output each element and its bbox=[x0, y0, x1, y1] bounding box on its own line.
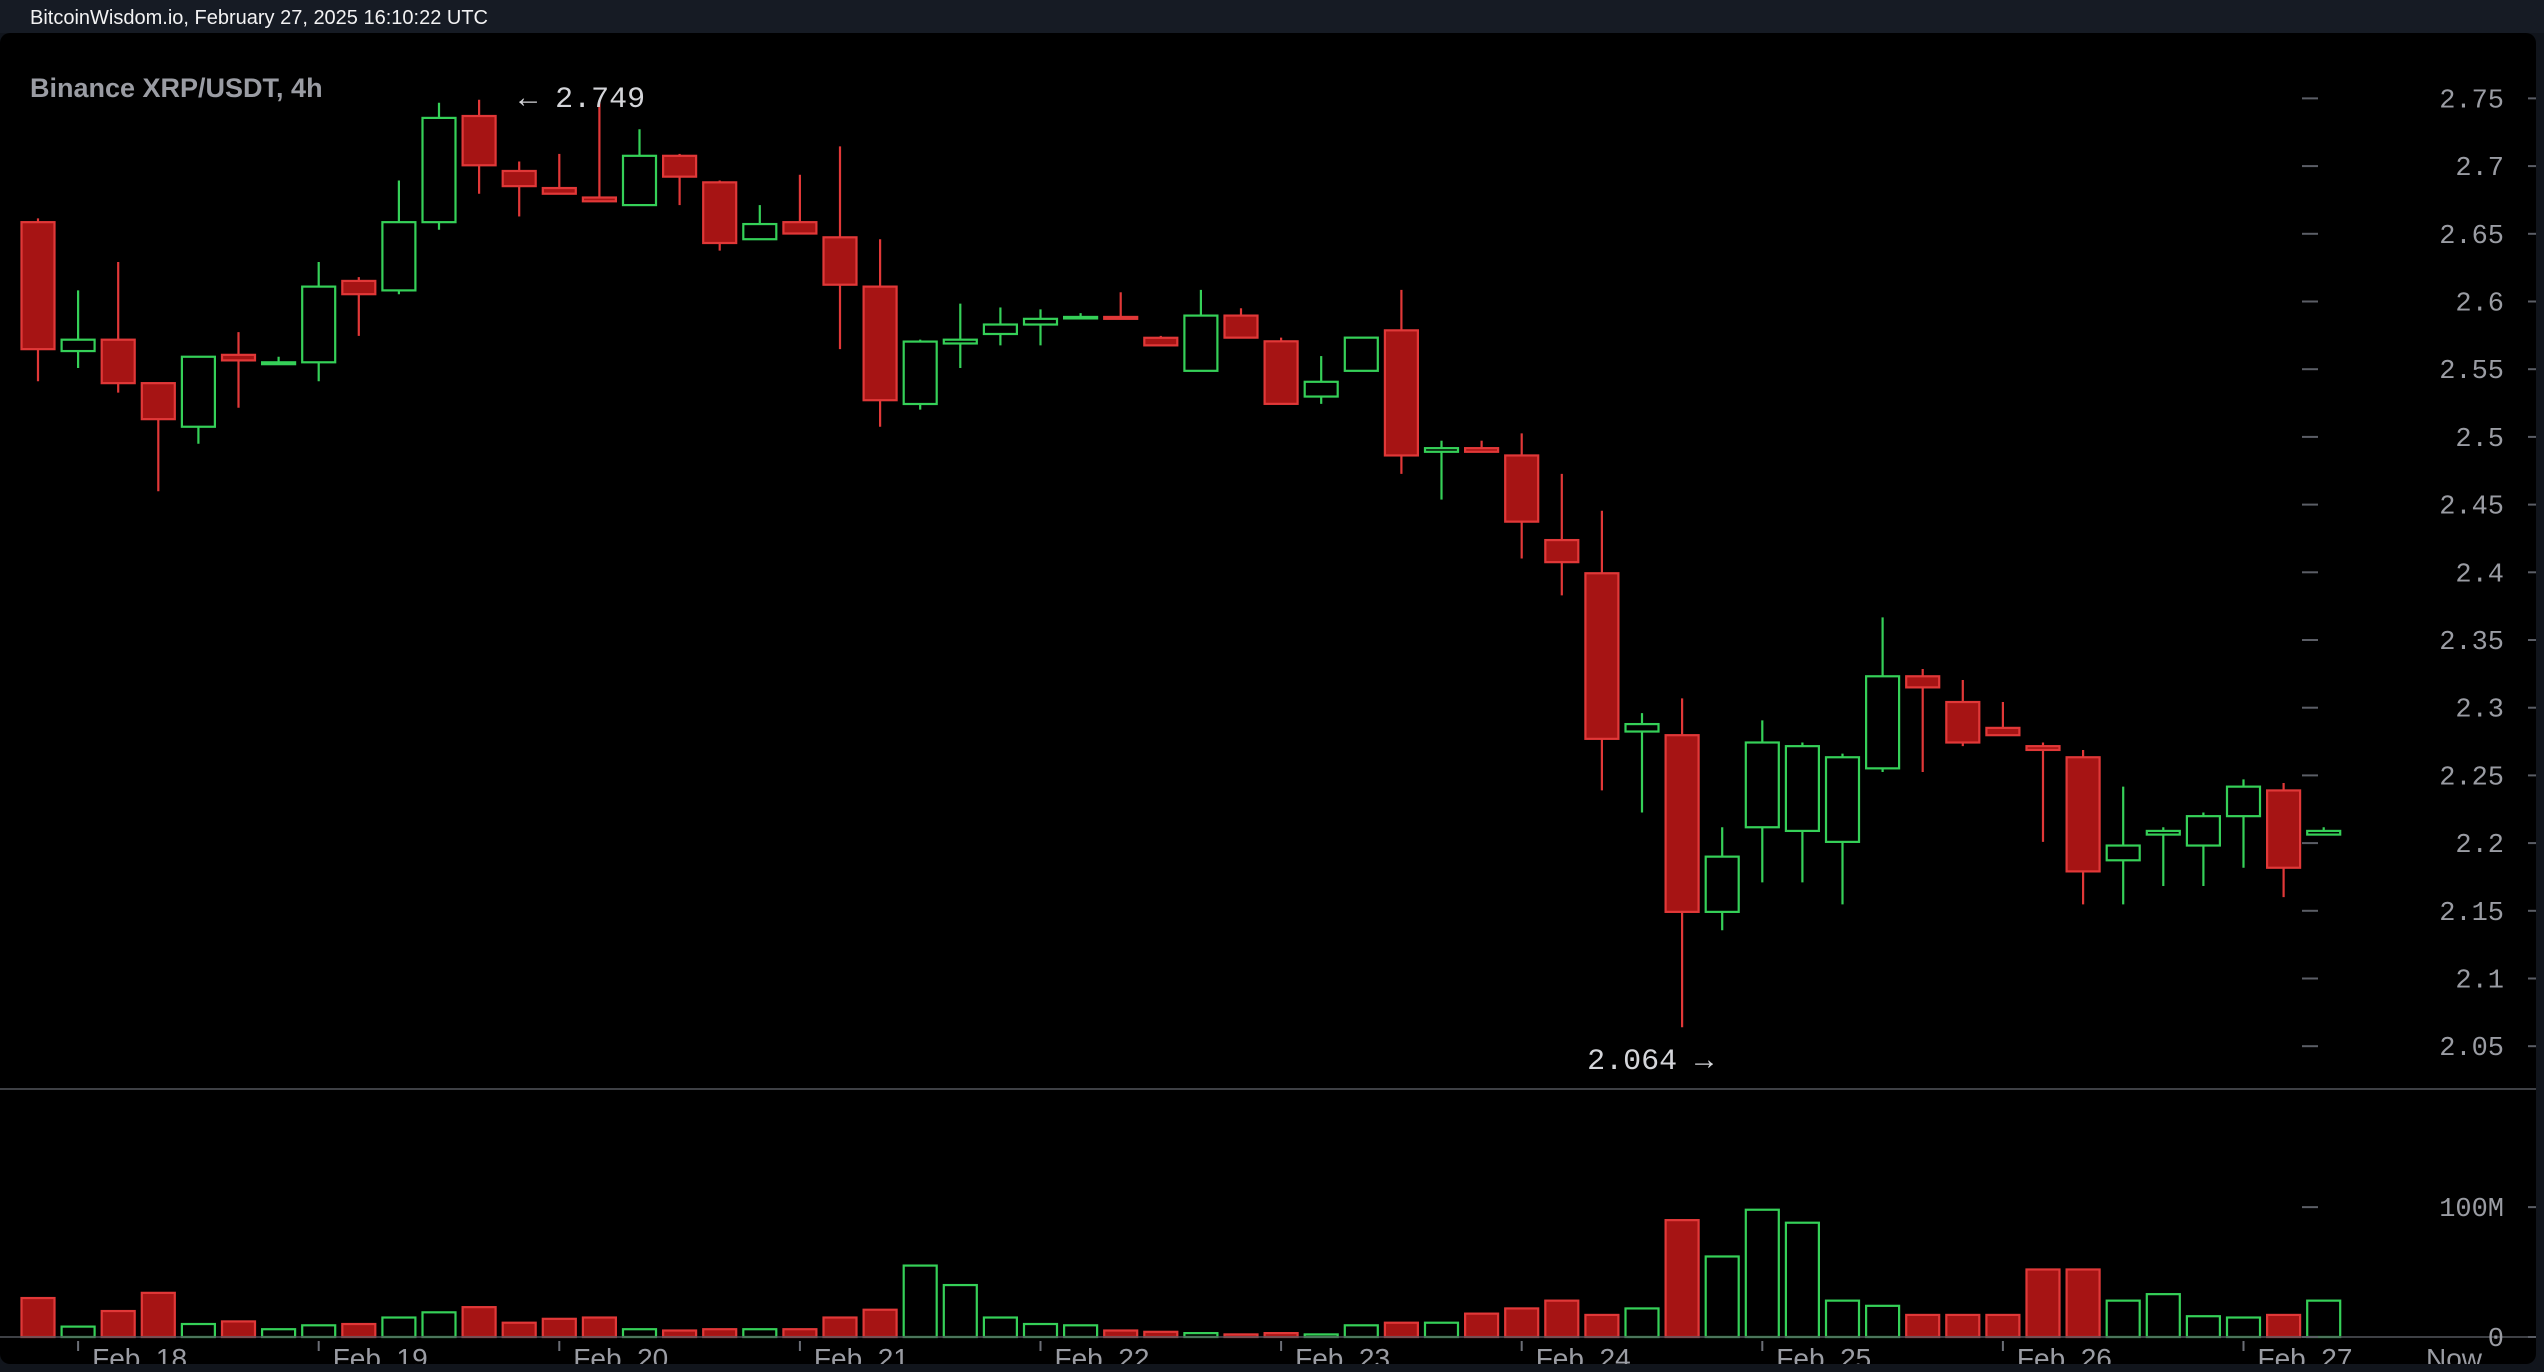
svg-text:Feb 26: Feb 26 bbox=[2017, 1343, 2112, 1364]
svg-text:2.5: 2.5 bbox=[2455, 425, 2504, 455]
svg-text:Feb 21: Feb 21 bbox=[814, 1343, 909, 1364]
svg-text:Now: Now bbox=[2426, 1343, 2483, 1364]
svg-text:2.65: 2.65 bbox=[2439, 222, 2504, 252]
svg-text:2.4: 2.4 bbox=[2455, 560, 2504, 590]
svg-text:2.35: 2.35 bbox=[2439, 628, 2504, 658]
svg-text:2.7: 2.7 bbox=[2455, 154, 2504, 184]
svg-text:0: 0 bbox=[2488, 1325, 2504, 1355]
svg-text:2.1: 2.1 bbox=[2455, 967, 2504, 997]
svg-text:2.064 →: 2.064 → bbox=[1587, 1045, 1713, 1079]
svg-text:2.75: 2.75 bbox=[2439, 86, 2504, 116]
svg-text:Feb 20: Feb 20 bbox=[573, 1343, 668, 1364]
svg-text:Feb 18: Feb 18 bbox=[92, 1343, 187, 1364]
svg-text:2.6: 2.6 bbox=[2455, 290, 2504, 320]
svg-text:2.3: 2.3 bbox=[2455, 696, 2504, 726]
svg-text:Feb 27: Feb 27 bbox=[2258, 1343, 2353, 1364]
svg-text:2.25: 2.25 bbox=[2439, 763, 2504, 793]
svg-text:Feb 24: Feb 24 bbox=[1536, 1343, 1631, 1364]
svg-text:2.2: 2.2 bbox=[2455, 831, 2504, 861]
svg-text:Feb 23: Feb 23 bbox=[1295, 1343, 1390, 1364]
svg-text:2.55: 2.55 bbox=[2439, 357, 2504, 387]
svg-text:2.45: 2.45 bbox=[2439, 493, 2504, 523]
svg-text:← 2.749: ← 2.749 bbox=[519, 83, 645, 117]
svg-text:2.05: 2.05 bbox=[2439, 1034, 2504, 1064]
svg-text:2.15: 2.15 bbox=[2439, 899, 2504, 929]
svg-text:100M: 100M bbox=[2439, 1195, 2504, 1225]
svg-text:Feb 19: Feb 19 bbox=[333, 1343, 428, 1364]
svg-text:Feb 22: Feb 22 bbox=[1055, 1343, 1150, 1364]
svg-text:Feb 25: Feb 25 bbox=[1776, 1343, 1871, 1364]
